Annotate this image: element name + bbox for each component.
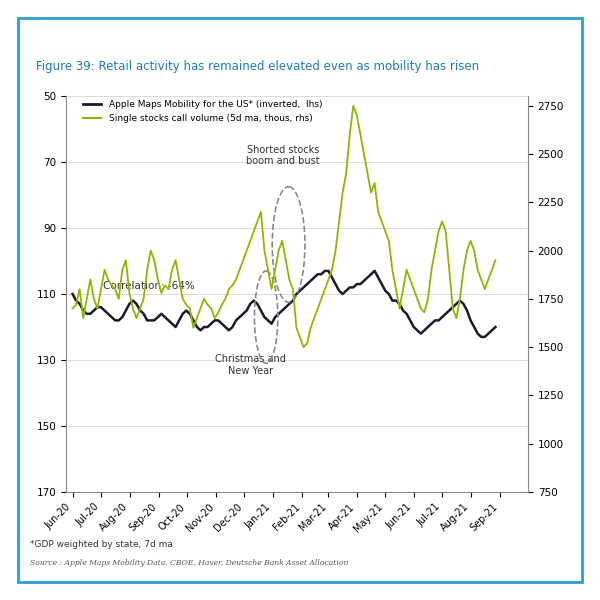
FancyBboxPatch shape <box>18 18 582 582</box>
Text: Correlation: -64%: Correlation: -64% <box>103 281 195 291</box>
Text: Figure 39: Retail activity has remained elevated even as mobility has risen: Figure 39: Retail activity has remained … <box>36 60 479 73</box>
Text: Shorted stocks
boom and bust: Shorted stocks boom and bust <box>247 145 320 166</box>
Text: *GDP weighted by state, 7d ma: *GDP weighted by state, 7d ma <box>30 540 173 549</box>
Text: Christmas and
New Year: Christmas and New Year <box>215 355 286 376</box>
Text: Source : Apple Maps Mobility Data, CBOE, Haver, Deutsche Bank Asset Allocation: Source : Apple Maps Mobility Data, CBOE,… <box>30 559 349 567</box>
Legend: Apple Maps Mobility for the US* (inverted,  lhs), Single stocks call volume (5d : Apple Maps Mobility for the US* (inverte… <box>80 97 326 126</box>
